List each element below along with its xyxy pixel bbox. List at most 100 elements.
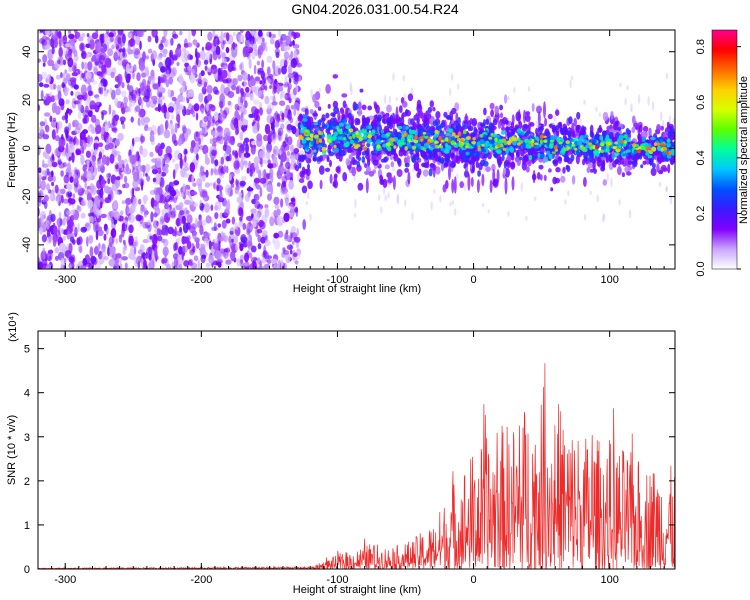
- heatmap-cell: [282, 180, 287, 188]
- heatmap-cell: [260, 158, 263, 168]
- heatmap-cell: [357, 108, 363, 117]
- heatmap-cell: [445, 145, 452, 151]
- heatmap-cell: [199, 199, 202, 207]
- heatmap-cell: [193, 202, 198, 208]
- heatmap-cell: [428, 146, 434, 151]
- heatmap-cell: [216, 178, 221, 184]
- heatmap-cell: [624, 97, 627, 106]
- heatmap-cell: [114, 97, 119, 107]
- heatmap-cell: [215, 250, 221, 260]
- heatmap-cell: [218, 197, 225, 203]
- heatmap-cell: [39, 121, 46, 127]
- heatmap-cell: [284, 75, 288, 85]
- heatmap-cell: [113, 256, 120, 267]
- heatmap-cell: [281, 112, 285, 120]
- heatmap-cell: [96, 207, 100, 219]
- heatmap-cell: [380, 158, 386, 163]
- heatmap-cell: [290, 225, 297, 233]
- heatmap-cell: [602, 130, 607, 135]
- heatmap-cell: [239, 254, 245, 261]
- heatmap-cell: [144, 210, 149, 216]
- heatmap-cell: [481, 202, 485, 208]
- heatmap-cell: [357, 101, 362, 110]
- heatmap-cell: [278, 130, 282, 140]
- heatmap-cell: [66, 162, 72, 173]
- heatmap-cell: [380, 129, 384, 134]
- heatmap-cell: [187, 64, 192, 72]
- heatmap-cell: [89, 215, 94, 223]
- heatmap-cell: [243, 93, 246, 103]
- heatmap-cell: [77, 236, 83, 245]
- heatmap-cell: [234, 167, 241, 174]
- heatmap-cell: [113, 114, 120, 121]
- heatmap-cell: [65, 43, 71, 48]
- heatmap-cell: [204, 182, 210, 188]
- heatmap-cell: [220, 250, 227, 257]
- heatmap-cell: [103, 79, 108, 87]
- heatmap-cell: [68, 256, 75, 263]
- heatmap-cell: [309, 213, 312, 222]
- heatmap-cell: [386, 117, 393, 125]
- heatmap-cell: [182, 47, 187, 53]
- heatmap-cell: [62, 235, 66, 241]
- heatmap-cell: [499, 112, 504, 119]
- heatmap-cell: [564, 154, 570, 163]
- heatmap-cell: [251, 52, 256, 60]
- heatmap-cell: [38, 58, 41, 63]
- heatmap-cell: [164, 163, 169, 169]
- heatmap-cell: [133, 196, 138, 208]
- heatmap-cell: [247, 228, 250, 234]
- heatmap-cell: [189, 162, 195, 173]
- heatmap-cell: [149, 99, 157, 109]
- heatmap-cell: [54, 135, 60, 142]
- heatmap-cell: [527, 86, 531, 92]
- heatmap-cell: [47, 59, 54, 67]
- heatmap-cell: [571, 175, 576, 185]
- heatmap-cell: [138, 87, 141, 97]
- heatmap-cell: [120, 210, 124, 216]
- heatmap-cell: [154, 35, 159, 44]
- heatmap-cell: [449, 87, 452, 96]
- heatmap-cell: [77, 36, 84, 42]
- heatmap-cell: [76, 237, 81, 246]
- heatmap-cell: [95, 203, 102, 208]
- heatmap-cell: [72, 193, 76, 199]
- heatmap-cell: [222, 40, 226, 45]
- heatmap-cell: [297, 138, 301, 148]
- heatmap-cell: [164, 203, 170, 210]
- heatmap-cell: [63, 77, 68, 85]
- heatmap-cell: [181, 124, 187, 132]
- heatmap-cell: [233, 160, 240, 170]
- heatmap-cell: [190, 191, 198, 196]
- heatmap-cell: [195, 55, 199, 66]
- heatmap-cell: [321, 124, 328, 129]
- heatmap-cell: [210, 64, 218, 75]
- heatmap-cell: [186, 214, 193, 225]
- heatmap-cell: [333, 174, 337, 184]
- heatmap-cell: [182, 183, 186, 193]
- heatmap-cell: [223, 248, 228, 253]
- heatmap-cell: [384, 194, 387, 202]
- heatmap-cell: [260, 70, 265, 80]
- heatmap-cell: [186, 42, 193, 48]
- heatmap-cell: [100, 213, 107, 219]
- heatmap-cell: [327, 103, 331, 109]
- heatmap-cell: [130, 116, 134, 123]
- heatmap-cell: [232, 78, 238, 86]
- heatmap-cell: [232, 31, 236, 37]
- heatmap-cell: [651, 163, 656, 169]
- heatmap-cell: [129, 38, 136, 47]
- heatmap-cell: [612, 121, 619, 131]
- heatmap-cell: [568, 129, 572, 137]
- heatmap-cell: [587, 162, 593, 169]
- heatmap-cell: [51, 161, 58, 168]
- heatmap-cell: [611, 154, 615, 160]
- heatmap-cell: [173, 140, 178, 146]
- heatmap-cell: [43, 83, 50, 88]
- heatmap-cell: [258, 169, 262, 180]
- heatmap-cell: [302, 144, 306, 149]
- heatmap-cell: [52, 117, 57, 122]
- heatmap-cell: [383, 125, 390, 132]
- heatmap-cell: [296, 248, 302, 256]
- heatmap-cell: [247, 73, 251, 83]
